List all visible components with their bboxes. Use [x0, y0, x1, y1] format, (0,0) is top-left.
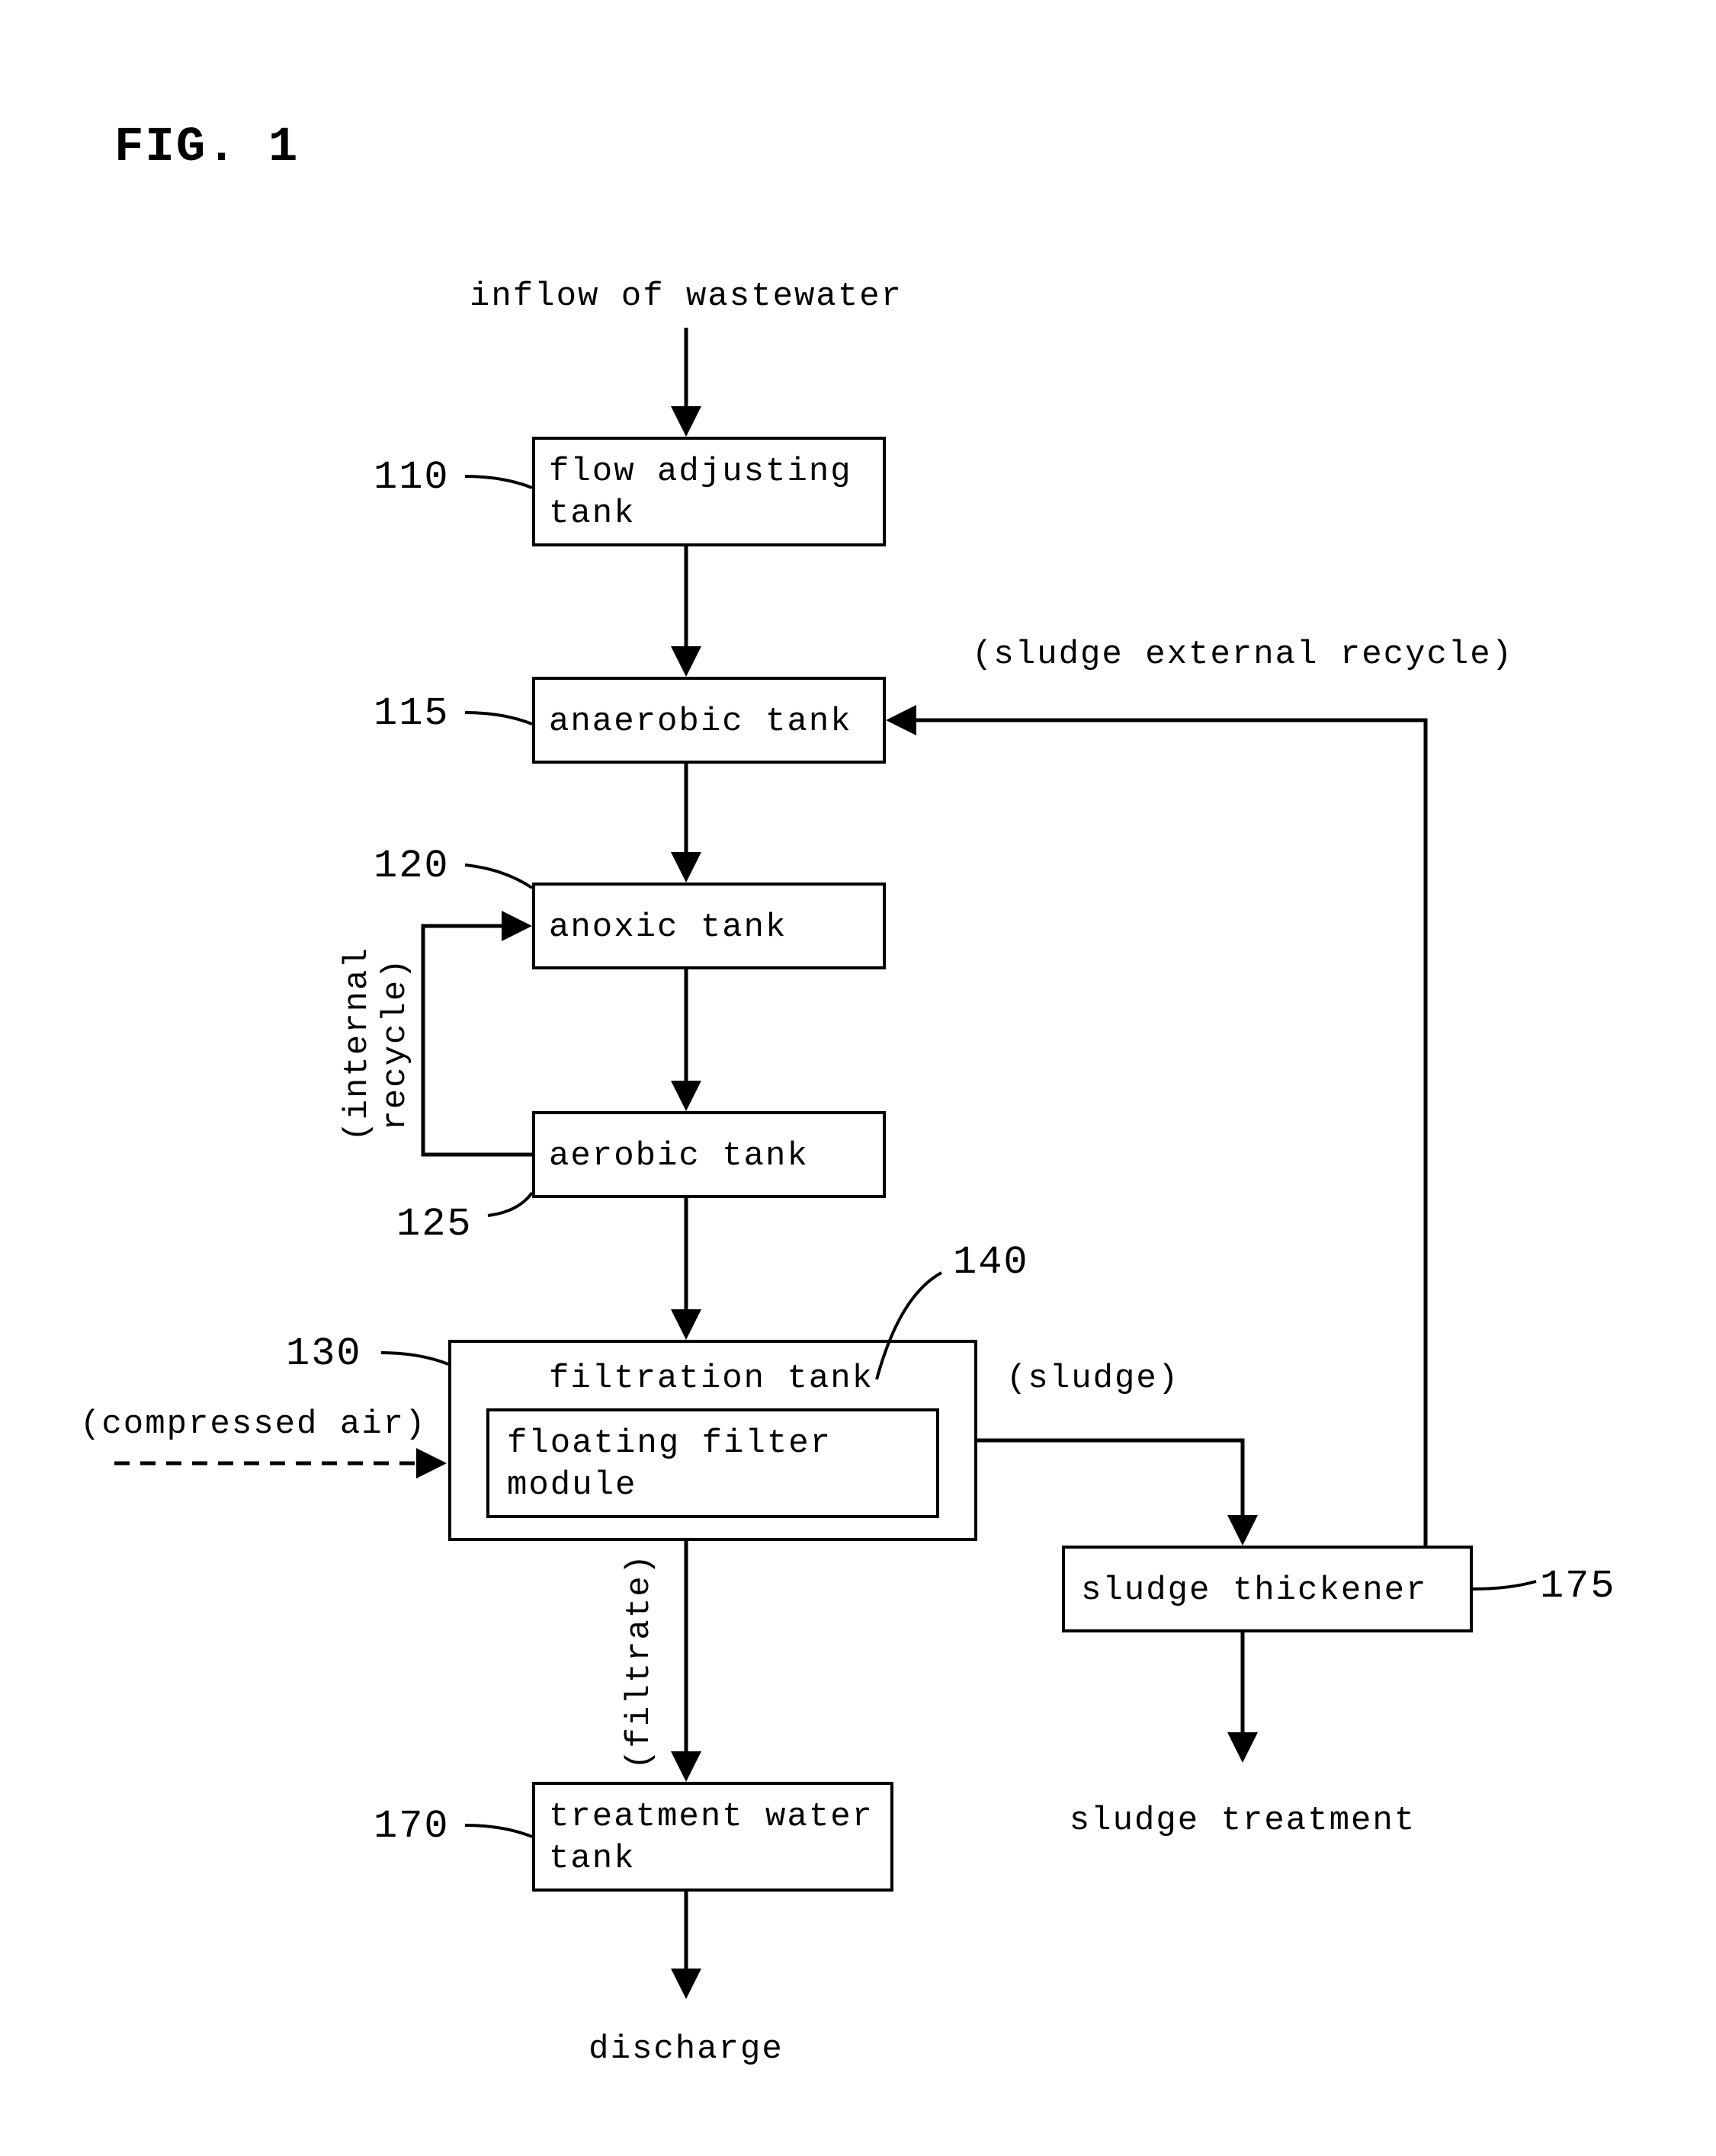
- ref-140: 140: [953, 1240, 1029, 1285]
- label-treatment-water-l2: tank: [549, 1840, 636, 1878]
- label-floating-l1: floating filter: [507, 1424, 832, 1462]
- label-floating-l2: module: [507, 1466, 637, 1504]
- label-aerobic: aerobic tank: [549, 1137, 809, 1175]
- ref-125: 125: [396, 1202, 473, 1247]
- ref-120: 120: [374, 844, 450, 889]
- leader-130: [381, 1353, 448, 1364]
- arrow-to-thickener: [976, 1440, 1243, 1539]
- ref-130: 130: [286, 1331, 362, 1376]
- ref-115: 115: [374, 691, 450, 736]
- leader-115: [465, 713, 532, 724]
- internal-recycle-l1: (internal: [338, 947, 377, 1142]
- leader-125: [488, 1193, 532, 1216]
- external-recycle-label: (sludge external recycle): [972, 636, 1513, 674]
- discharge-label: discharge: [589, 2030, 784, 2068]
- ref-170: 170: [374, 1804, 450, 1849]
- label-thickener: sludge thickener: [1081, 1571, 1427, 1610]
- label-flow-adjusting-l1: flow adjusting: [549, 453, 852, 491]
- sludge-label: (sludge): [1006, 1360, 1179, 1398]
- leader-170: [465, 1825, 532, 1837]
- leader-175: [1473, 1581, 1536, 1589]
- ref-175: 175: [1540, 1564, 1616, 1609]
- internal-recycle-arrow: [423, 926, 534, 1155]
- compressed-air-label: (compressed air): [80, 1405, 426, 1443]
- leader-110: [465, 476, 532, 488]
- label-filtration: filtration tank: [549, 1360, 874, 1398]
- filtrate-label: (filtrate): [621, 1553, 659, 1770]
- label-flow-adjusting-l2: tank: [549, 495, 636, 533]
- flowchart-diagram: FIG. 1 inflow of wastewater flow adjusti…: [0, 0, 1716, 2156]
- ref-110: 110: [374, 455, 450, 500]
- internal-recycle-l2: recycle): [377, 957, 415, 1130]
- leader-120: [465, 865, 532, 888]
- sludge-treatment-label: sludge treatment: [1070, 1802, 1416, 1840]
- inflow-label: inflow of wastewater: [470, 277, 903, 316]
- figure-title: FIG. 1: [114, 120, 299, 175]
- label-treatment-water-l1: treatment water: [549, 1798, 874, 1836]
- label-anoxic: anoxic tank: [549, 908, 787, 947]
- label-anaerobic: anaerobic tank: [549, 703, 852, 741]
